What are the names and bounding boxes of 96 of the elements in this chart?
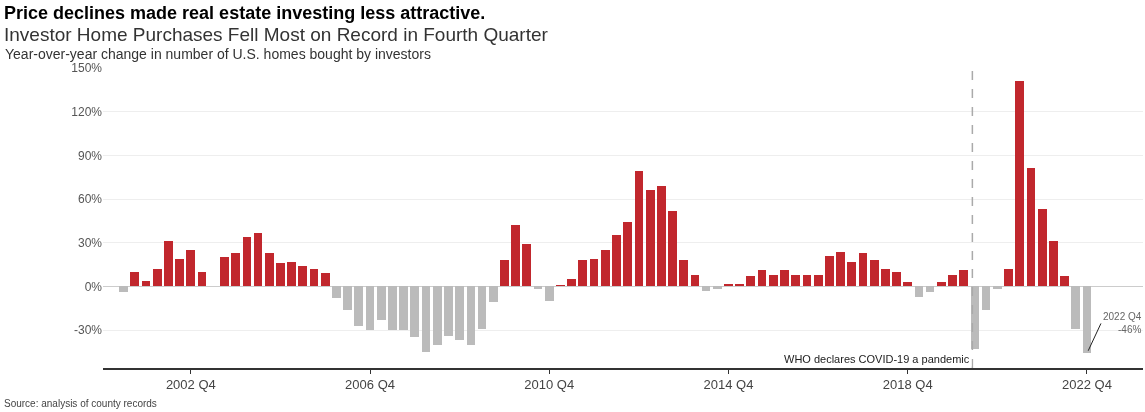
ref-line-label: WHO declares COVID-19 a pandemic xyxy=(784,353,970,365)
bar xyxy=(768,274,778,287)
bar xyxy=(634,171,644,287)
y-tick-label: 150% xyxy=(71,61,103,76)
bar xyxy=(421,286,431,352)
bar xyxy=(455,286,465,341)
bar xyxy=(544,286,554,302)
bar xyxy=(253,232,263,287)
bar xyxy=(981,286,991,310)
bar xyxy=(376,286,386,320)
y-tick-label: 120% xyxy=(71,104,103,119)
chart-title: Investor Home Purchases Fell Most on Record in Fourth Quarter xyxy=(4,24,549,45)
bar xyxy=(119,286,128,293)
bar xyxy=(925,286,935,293)
bar xyxy=(656,185,666,287)
bar xyxy=(320,273,330,287)
bar xyxy=(948,274,957,287)
bar xyxy=(1037,209,1047,287)
bar xyxy=(432,286,442,345)
bar xyxy=(791,274,801,287)
bar xyxy=(410,286,420,338)
bar xyxy=(242,236,252,287)
bar xyxy=(1026,168,1036,287)
bar xyxy=(365,286,375,331)
bar xyxy=(813,274,823,287)
bar xyxy=(914,286,924,297)
bar xyxy=(511,225,521,287)
bar xyxy=(276,263,285,287)
x-tick-label: 2022 Q4 xyxy=(1062,377,1112,393)
bar xyxy=(880,268,890,287)
bar xyxy=(679,260,689,287)
bar xyxy=(847,261,857,287)
bar xyxy=(780,270,789,287)
bar xyxy=(287,261,297,287)
source-note: Source: analysis of county records xyxy=(4,398,157,409)
bar xyxy=(825,255,834,287)
text: Price declines made real estate investing less attractive. xyxy=(4,3,486,23)
bar xyxy=(488,286,498,303)
bar xyxy=(466,286,476,345)
bar xyxy=(219,257,229,287)
bar xyxy=(746,276,756,287)
chart-subtitle: Year-over-year change in number of U.S. homes bought by investors xyxy=(5,46,431,62)
bar xyxy=(1049,241,1058,287)
bar xyxy=(264,252,274,287)
bar xyxy=(869,260,879,287)
x-tick-label: 2006 Q4 xyxy=(345,377,395,393)
bar xyxy=(399,286,408,331)
x-tick-label: 2010 Q4 xyxy=(524,377,575,393)
bar xyxy=(522,244,532,287)
bar xyxy=(477,286,487,329)
bar xyxy=(388,286,397,331)
bar xyxy=(444,286,453,336)
y-tick-label: -30% xyxy=(73,323,103,338)
bar xyxy=(175,258,184,287)
bar xyxy=(130,271,140,287)
bar xyxy=(836,251,845,287)
bar xyxy=(757,270,767,287)
bar xyxy=(343,286,352,310)
bar xyxy=(152,268,162,287)
bar xyxy=(645,190,655,287)
bar xyxy=(1082,286,1092,354)
bar xyxy=(567,279,576,287)
bar xyxy=(858,252,868,287)
annotation: 2022 Q4 -46% xyxy=(1103,311,1142,335)
y-tick-label: 60% xyxy=(77,192,103,207)
bar xyxy=(936,282,946,287)
bar xyxy=(612,235,621,287)
bar xyxy=(712,286,722,290)
bar xyxy=(623,222,633,287)
bar xyxy=(993,286,1002,290)
bar xyxy=(164,241,173,287)
bar xyxy=(332,286,341,299)
y-tick-label: 90% xyxy=(77,148,103,163)
x-tick-label: 2014 Q4 xyxy=(703,377,754,393)
bar xyxy=(1060,276,1069,287)
bar xyxy=(1015,81,1025,287)
bar xyxy=(589,258,599,287)
bar xyxy=(500,260,509,287)
bar xyxy=(354,286,364,326)
x-tick-label: 2002 Q4 xyxy=(165,377,216,393)
bar xyxy=(1071,286,1081,329)
bar xyxy=(231,252,240,287)
bar xyxy=(298,266,308,287)
y-tick-label: 0% xyxy=(84,279,103,294)
bar xyxy=(959,270,969,287)
bar xyxy=(892,271,901,287)
bar xyxy=(701,286,711,291)
bar xyxy=(668,210,677,287)
bar xyxy=(600,250,610,287)
bar xyxy=(533,286,543,290)
x-tick-label: 2018 Q4 xyxy=(882,377,933,393)
bar xyxy=(578,260,588,287)
bar xyxy=(186,250,196,287)
bar xyxy=(1004,268,1014,287)
y-tick-label: 30% xyxy=(77,235,103,250)
bar xyxy=(903,282,913,287)
